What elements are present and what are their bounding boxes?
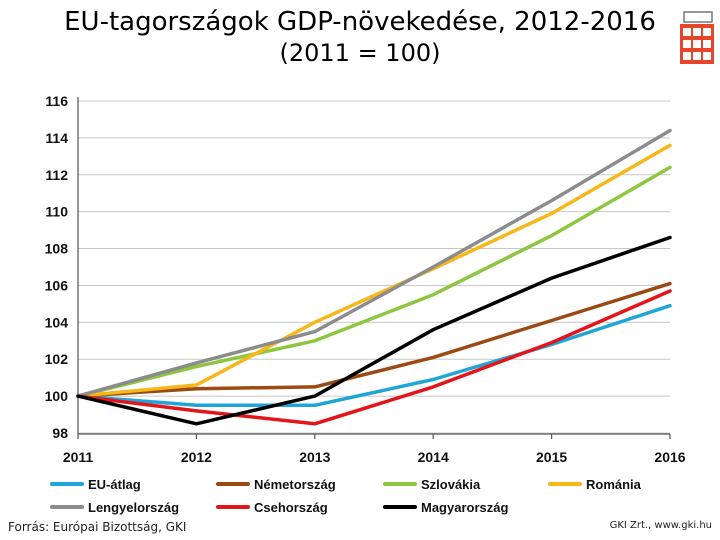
source-note: Forrás: Európai Bizottság, GKI bbox=[8, 520, 187, 534]
tick-labels: 98 100 102 104 106 108 110 112 114 116 2011 2012 201… bbox=[45, 93, 686, 465]
y-tick-label: 104 bbox=[45, 314, 69, 330]
legend-label-nemetorszag: Németország bbox=[254, 477, 336, 492]
series-line-szlovakia bbox=[76, 165, 672, 398]
y-tick-label: 98 bbox=[52, 425, 68, 441]
legend-label-lengyelorszag: Lengyelország bbox=[88, 500, 179, 515]
legend-label-szlovakia: Szlovákia bbox=[421, 477, 481, 492]
y-tick-label: 106 bbox=[45, 277, 69, 293]
x-tick-label: 2015 bbox=[536, 449, 567, 465]
chart-title-block: EU-tagországok GDP-növekedése, 2012-2016… bbox=[0, 6, 720, 68]
credit-note: GKI Zrt., www.gki.hu bbox=[609, 520, 712, 531]
chart-subtitle: (2011 = 100) bbox=[279, 39, 441, 67]
series-line-eu-atlag bbox=[76, 303, 672, 408]
gki-logo bbox=[672, 4, 716, 66]
y-tick-label: 100 bbox=[45, 388, 69, 404]
x-tick-label: 2012 bbox=[181, 449, 212, 465]
series-line-lengyelorszag bbox=[76, 128, 672, 398]
legend-label-eu-atlag: EU-átlag bbox=[88, 477, 141, 492]
x-tick-label: 2016 bbox=[654, 449, 685, 465]
y-tick-label: 110 bbox=[45, 204, 68, 220]
y-tick-label: 102 bbox=[45, 351, 69, 367]
legend-label-magyarorszag: Magyarország bbox=[421, 500, 508, 515]
x-tick-label: 2014 bbox=[418, 449, 449, 465]
y-tick-label: 114 bbox=[45, 130, 68, 146]
legend-label-romania: Románia bbox=[586, 477, 642, 492]
series-line-magyarorszag bbox=[76, 235, 672, 426]
x-tick-label: 2013 bbox=[299, 449, 330, 465]
y-tick-label: 116 bbox=[45, 93, 68, 109]
chart-title: EU-tagországok GDP-növekedése, 2012-2016 bbox=[64, 7, 656, 37]
series-line-romania bbox=[76, 143, 672, 398]
y-tick-label: 108 bbox=[45, 241, 69, 257]
series-line-csehorszag bbox=[76, 289, 672, 426]
x-tick-label: 2011 bbox=[63, 449, 94, 465]
y-tick-label: 112 bbox=[45, 167, 68, 183]
legend: EU-átlag Németország Szlovákia Románia Lengy… bbox=[50, 477, 642, 515]
legend-label-csehorszag: Csehország bbox=[254, 500, 328, 515]
grid-lines bbox=[78, 100, 670, 434]
series-line-nemetorszag bbox=[76, 281, 672, 398]
series-lines bbox=[76, 128, 672, 426]
axes bbox=[77, 97, 671, 439]
